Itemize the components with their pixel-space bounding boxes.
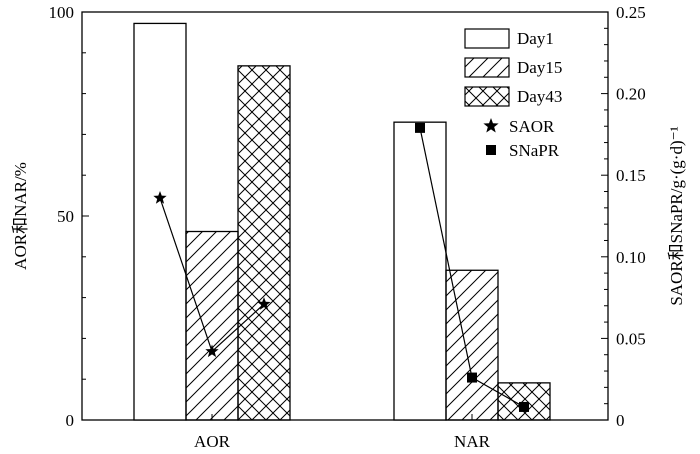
legend-label-day1: Day1: [517, 29, 554, 48]
bar-aor-day43: [237, 65, 291, 421]
marker-snapr-1: [467, 372, 477, 383]
bar-aor-day1: [133, 22, 187, 421]
legend-swatch-day43: [464, 86, 510, 107]
legend-swatch-day15: [464, 57, 510, 78]
x-tick-label-nar: NAR: [454, 432, 491, 451]
left-tick-label-0: 0: [66, 411, 75, 430]
legend-label-day43: Day43: [517, 87, 562, 106]
right-tick-label-2: 0.10: [616, 248, 646, 267]
right-tick-label-1: 0.05: [616, 329, 646, 348]
legend-label-saor: SAOR: [509, 117, 555, 136]
marker-saor-0: [153, 191, 167, 204]
right-tick-label-5: 0.25: [616, 3, 646, 22]
left-tick-label-2: 100: [49, 3, 75, 22]
legend-marker-snapr: [486, 145, 496, 155]
right-tick-label-3: 0.15: [616, 166, 646, 185]
left-tick-label-1: 50: [57, 207, 74, 226]
legend-marker-saor: [483, 118, 499, 133]
y-axis-title: AOR和NAR/%: [11, 162, 30, 270]
bar-aor-day15: [185, 230, 239, 421]
legend-label-snapr: SNaPR: [509, 141, 560, 160]
marker-saor-1: [205, 344, 219, 358]
overlay-lines-group: [153, 122, 529, 412]
marker-snapr-2: [519, 401, 529, 412]
left-axis: 0 50 100: [49, 3, 89, 430]
legend: Day1 Day15 Day43 SAOR SNaPR: [464, 28, 562, 160]
marker-saor-2: [257, 297, 271, 310]
bar-nar-day43: [497, 382, 551, 421]
right-tick-label-4: 0.20: [616, 85, 646, 104]
legend-swatch-day1: [464, 28, 510, 49]
legend-label-day15: Day15: [517, 58, 562, 77]
x-tick-label-aor: AOR: [194, 432, 231, 451]
right-tick-label-0: 0: [616, 411, 625, 430]
bars-group: [133, 22, 551, 421]
y2-axis-title: SAOR和SNaPR/g·(g·d)⁻¹: [667, 126, 686, 305]
right-axis: 0 0.05 0.10 0.15 0.20 0.25: [601, 3, 646, 430]
bar-nar-day1: [393, 121, 447, 421]
marker-snapr-0: [415, 122, 425, 133]
x-axis: AOR NAR: [194, 414, 491, 451]
